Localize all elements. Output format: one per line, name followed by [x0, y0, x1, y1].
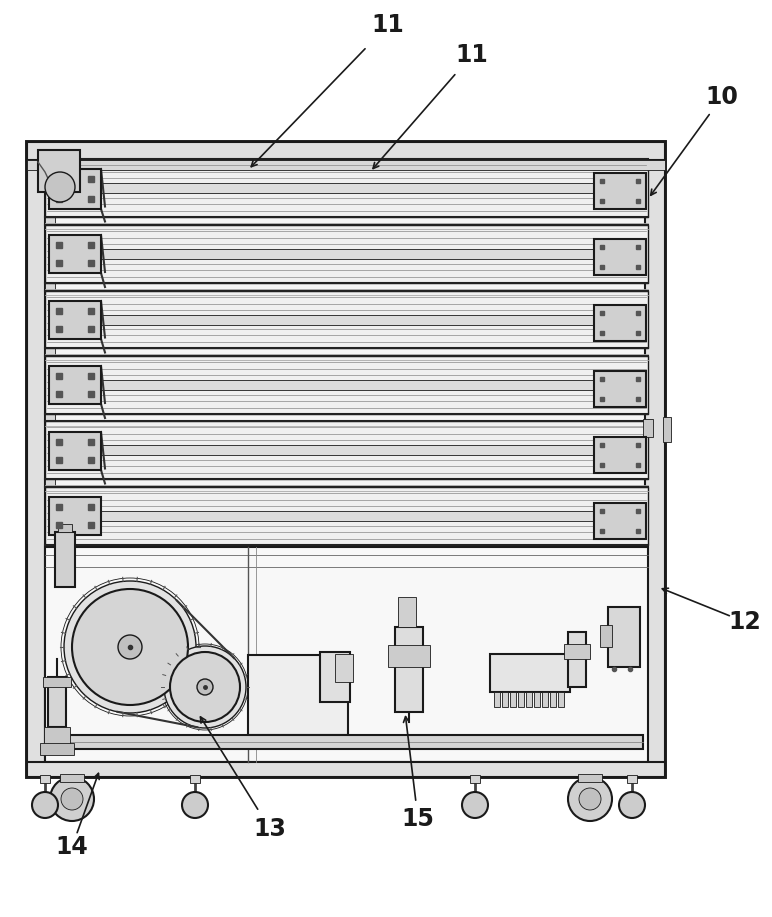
- Circle shape: [579, 788, 601, 810]
- Bar: [27, 762, 665, 777]
- Bar: [335, 654, 353, 682]
- Bar: [100, 380, 593, 390]
- Bar: [38, 150, 80, 192]
- Circle shape: [72, 589, 188, 705]
- Bar: [320, 652, 350, 702]
- Bar: [45, 142, 55, 777]
- Bar: [627, 775, 637, 783]
- Bar: [50, 735, 643, 749]
- Bar: [594, 305, 646, 341]
- Bar: [45, 291, 648, 348]
- Bar: [40, 743, 74, 755]
- Bar: [490, 654, 570, 692]
- Circle shape: [64, 581, 196, 713]
- Circle shape: [182, 792, 208, 818]
- Bar: [558, 692, 564, 707]
- Bar: [600, 625, 612, 647]
- Bar: [578, 774, 602, 782]
- Circle shape: [462, 792, 488, 818]
- Text: 12: 12: [729, 610, 761, 634]
- Bar: [594, 437, 646, 473]
- Bar: [395, 627, 423, 712]
- Bar: [663, 417, 671, 442]
- Circle shape: [619, 792, 645, 818]
- Bar: [27, 142, 665, 160]
- Bar: [49, 432, 101, 470]
- Bar: [45, 159, 648, 217]
- Circle shape: [197, 679, 213, 695]
- Bar: [643, 419, 653, 437]
- Bar: [49, 366, 101, 404]
- Circle shape: [118, 635, 142, 659]
- Bar: [27, 160, 665, 170]
- Bar: [100, 249, 593, 259]
- Bar: [48, 677, 66, 727]
- Bar: [594, 371, 646, 407]
- Bar: [190, 775, 200, 783]
- Circle shape: [170, 652, 240, 722]
- Bar: [60, 774, 84, 782]
- Text: 13: 13: [253, 817, 286, 841]
- Bar: [49, 169, 101, 209]
- Bar: [100, 445, 593, 455]
- Circle shape: [45, 172, 75, 202]
- Text: 14: 14: [56, 835, 88, 859]
- Bar: [568, 632, 586, 687]
- Circle shape: [32, 792, 58, 818]
- Bar: [43, 677, 71, 687]
- Bar: [45, 225, 648, 283]
- Circle shape: [568, 777, 612, 821]
- Text: 11: 11: [455, 43, 489, 67]
- Bar: [49, 235, 101, 273]
- Text: 10: 10: [706, 85, 739, 109]
- Bar: [58, 524, 72, 532]
- Bar: [594, 503, 646, 539]
- Bar: [100, 315, 593, 325]
- Bar: [45, 487, 648, 545]
- Circle shape: [50, 777, 94, 821]
- Circle shape: [164, 646, 246, 728]
- Bar: [564, 644, 590, 659]
- Bar: [526, 692, 532, 707]
- Bar: [470, 775, 480, 783]
- Bar: [594, 173, 646, 209]
- Bar: [55, 532, 75, 587]
- Bar: [100, 511, 593, 521]
- Bar: [45, 547, 648, 762]
- Text: 15: 15: [401, 807, 435, 831]
- Bar: [398, 597, 416, 627]
- Bar: [45, 421, 648, 479]
- Bar: [518, 692, 524, 707]
- Bar: [27, 142, 45, 777]
- Bar: [49, 301, 101, 339]
- Bar: [542, 692, 548, 707]
- Bar: [502, 692, 508, 707]
- Circle shape: [61, 788, 83, 810]
- Bar: [40, 775, 50, 783]
- Bar: [49, 497, 101, 535]
- Bar: [594, 239, 646, 275]
- Bar: [44, 727, 70, 745]
- Text: 11: 11: [371, 13, 405, 37]
- Bar: [248, 655, 348, 735]
- Bar: [494, 692, 500, 707]
- Bar: [510, 692, 516, 707]
- Bar: [100, 183, 593, 193]
- Bar: [608, 607, 640, 667]
- Bar: [388, 645, 430, 667]
- Bar: [550, 692, 556, 707]
- Bar: [27, 142, 665, 777]
- Bar: [645, 142, 665, 777]
- Bar: [45, 356, 648, 414]
- Bar: [534, 692, 540, 707]
